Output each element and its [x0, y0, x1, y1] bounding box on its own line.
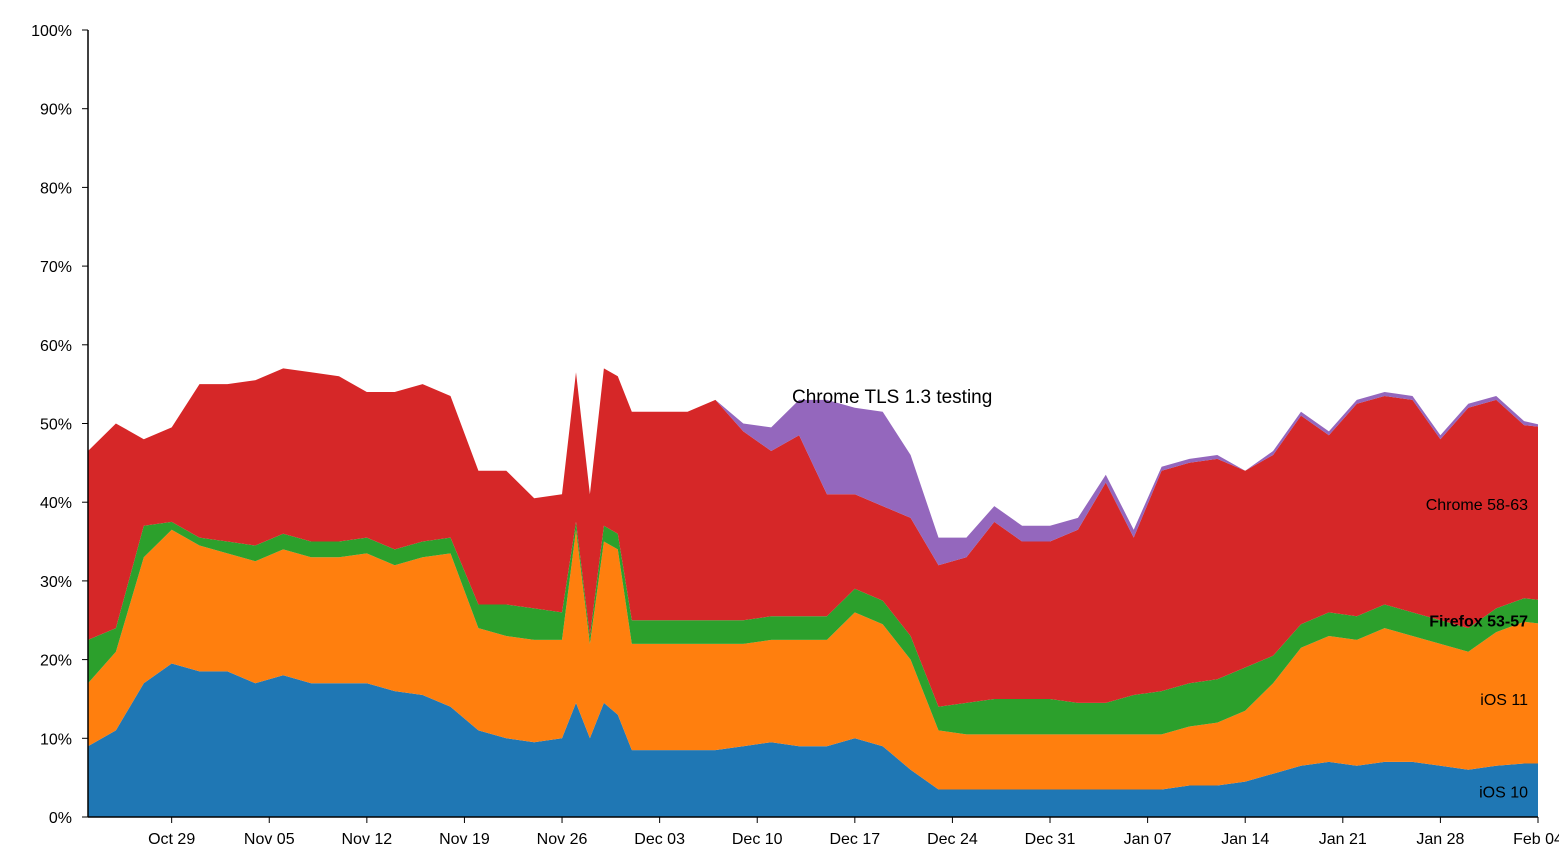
x-tick-label: Jan 21	[1319, 831, 1367, 848]
x-tick-label: Jan 07	[1124, 831, 1172, 848]
y-tick-label: 20%	[40, 653, 72, 670]
x-tick-label: Jan 28	[1416, 831, 1464, 848]
y-tick-label: 0%	[49, 810, 72, 827]
y-tick-label: 40%	[40, 495, 72, 512]
series-label-ios-10: iOS 10	[1479, 784, 1528, 801]
x-axis: Oct 29 Nov 05 Nov 12 Nov 19 Nov 26 Dec 03 Dec …	[148, 817, 1559, 848]
x-tick-label: Dec 17	[829, 831, 880, 848]
series-label-chrome-58-63: Chrome 58-63	[1426, 497, 1528, 514]
series-label-firefox-53-57: Firefox 53-57	[1429, 613, 1528, 630]
x-tick-label: Dec 31	[1025, 831, 1076, 848]
area-firefox-53-57	[88, 521, 1538, 735]
y-tick-label: 100%	[31, 23, 72, 40]
x-tick-label: Jan 14	[1221, 831, 1269, 848]
x-tick-label: Nov 19	[439, 831, 490, 848]
area-chrome-58-63	[88, 368, 1538, 707]
y-axis: 0% 10% 20% 30% 40% 50% 60% 70% 80% 90% 100%	[31, 23, 88, 827]
x-tick-label: Feb 04	[1513, 831, 1559, 848]
area-ios-11	[88, 529, 1538, 790]
annotation-chrome-tls-testing: Chrome TLS 1.3 testing	[792, 387, 992, 408]
x-tick-label: Dec 10	[732, 831, 783, 848]
x-tick-label: Nov 26	[537, 831, 588, 848]
y-tick-label: 90%	[40, 102, 72, 119]
y-tick-label: 50%	[40, 417, 72, 434]
y-tick-label: 10%	[40, 731, 72, 748]
series-labels: iOS 10 iOS 11 Firefox 53-57 Chrome 58-63	[1426, 497, 1528, 801]
x-tick-label: Dec 24	[927, 831, 978, 848]
area-layers	[88, 368, 1538, 817]
y-tick-label: 70%	[40, 259, 72, 276]
area-ios-10	[88, 663, 1538, 817]
x-tick-label: Dec 03	[634, 831, 685, 848]
y-tick-label: 30%	[40, 574, 72, 591]
series-label-ios-11: iOS 11	[1480, 692, 1528, 709]
x-tick-label: Nov 12	[341, 831, 392, 848]
x-tick-label: Oct 29	[148, 831, 195, 848]
area-chrome-tls-1-3-testing	[88, 368, 1538, 566]
y-tick-label: 60%	[40, 338, 72, 355]
y-tick-label: 80%	[40, 180, 72, 197]
x-tick-label: Nov 05	[244, 831, 295, 848]
